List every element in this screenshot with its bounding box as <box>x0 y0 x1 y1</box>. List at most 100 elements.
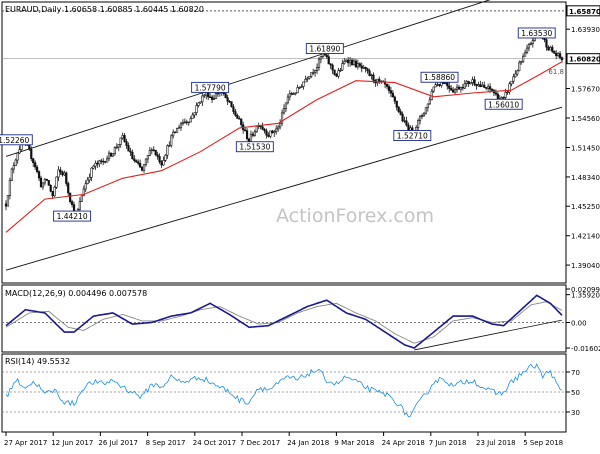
macd-line <box>5 294 563 349</box>
candle-body <box>65 172 68 184</box>
candle-body <box>327 56 330 65</box>
candle-body <box>67 183 70 194</box>
price-tick-label: 1.35920 <box>571 292 600 300</box>
candle-body <box>94 162 97 167</box>
candle-body <box>6 195 10 207</box>
candle-body <box>337 70 340 77</box>
candle-body <box>119 137 122 145</box>
price-label: 1.57790 <box>195 83 226 92</box>
rsi-tick-label: 30 <box>571 409 580 417</box>
candle-body <box>86 179 89 184</box>
candle-body <box>510 80 513 85</box>
candle-body <box>18 149 21 154</box>
candle-body <box>368 70 371 76</box>
candle-body <box>376 78 379 84</box>
candle-body <box>471 79 474 83</box>
reference-level-box <box>566 5 600 17</box>
candle-body <box>36 166 39 172</box>
candle-body <box>298 87 301 89</box>
price-label-box <box>0 134 33 146</box>
candle-body <box>290 93 293 95</box>
candle-body <box>230 101 233 108</box>
candle-body <box>360 65 363 69</box>
candle-body <box>418 116 422 121</box>
candle-body <box>407 124 410 132</box>
price-label-box <box>420 71 459 83</box>
candle-body <box>520 61 523 64</box>
candle-body <box>191 114 194 119</box>
rsi-tick-label: 70 <box>571 369 580 377</box>
candle-body <box>224 93 227 98</box>
price-tick-label: 1.45250 <box>571 203 600 211</box>
candle-body <box>300 86 303 88</box>
candle-body <box>129 150 132 153</box>
price-label: 1.58860 <box>424 73 455 82</box>
candle-body <box>249 133 253 142</box>
price-tick-label: 1.39040 <box>571 262 600 270</box>
price-label: 1.61890 <box>309 45 340 54</box>
candle-body <box>450 88 453 91</box>
candle-body <box>345 59 348 62</box>
candle-body <box>372 74 375 81</box>
candle-body <box>395 100 398 108</box>
candle-body <box>16 152 19 161</box>
candle-body <box>527 44 531 49</box>
candle-body <box>226 97 229 102</box>
candle-body <box>469 82 472 85</box>
candle-body <box>37 171 41 179</box>
candle-body <box>183 121 186 124</box>
candle-body <box>61 171 64 176</box>
candle-body <box>131 151 134 160</box>
candle-body <box>245 130 249 140</box>
candle-body <box>45 178 48 181</box>
candle-body <box>329 63 332 66</box>
candle-body <box>214 93 218 99</box>
candle-body <box>294 92 297 95</box>
candle-body <box>259 125 262 128</box>
candle-body <box>109 152 113 157</box>
candle-body <box>49 184 52 192</box>
candle-body <box>34 162 37 168</box>
candle-body <box>39 177 43 188</box>
candle-body <box>201 95 204 103</box>
candle-body <box>319 56 323 60</box>
candle-body <box>236 114 239 119</box>
candle-body <box>457 86 461 90</box>
candle-body <box>426 103 429 109</box>
candle-body <box>387 86 391 91</box>
candle-body <box>92 165 95 169</box>
price-tick-label: 1.57670 <box>571 86 600 94</box>
candle-body <box>28 145 31 150</box>
candle-body <box>446 82 449 87</box>
candle-body <box>459 87 463 90</box>
candle-body <box>253 131 256 136</box>
candle-body <box>82 188 85 197</box>
candle-body <box>10 168 13 181</box>
price-label: 1.56010 <box>488 100 519 109</box>
candle-body <box>352 60 356 65</box>
price-label-box <box>393 130 432 141</box>
candle-body <box>265 130 268 136</box>
candle-body <box>302 81 305 87</box>
candle-body <box>181 122 185 125</box>
candlestick-bars <box>4 30 564 221</box>
candle-body <box>483 84 486 88</box>
candle-body <box>288 93 291 98</box>
candle-body <box>193 112 196 116</box>
candle-body <box>461 87 464 89</box>
candle-body <box>172 131 175 137</box>
candle-body <box>30 149 33 160</box>
candle-body <box>273 131 276 134</box>
candle-body <box>69 192 72 203</box>
price-tick-label: 1.48340 <box>571 174 600 182</box>
candle-body <box>102 160 105 163</box>
candle-body <box>391 92 394 98</box>
candle-body <box>560 57 564 61</box>
x-tick-label: 26 Jul 2017 <box>98 439 138 447</box>
candle-body <box>522 55 525 62</box>
candle-body <box>317 58 321 68</box>
main-title: EURAUD,Daily 1.60658 1.60885 1.60445 1.6… <box>5 5 204 14</box>
candle-body <box>84 183 87 190</box>
candle-body <box>197 102 200 106</box>
